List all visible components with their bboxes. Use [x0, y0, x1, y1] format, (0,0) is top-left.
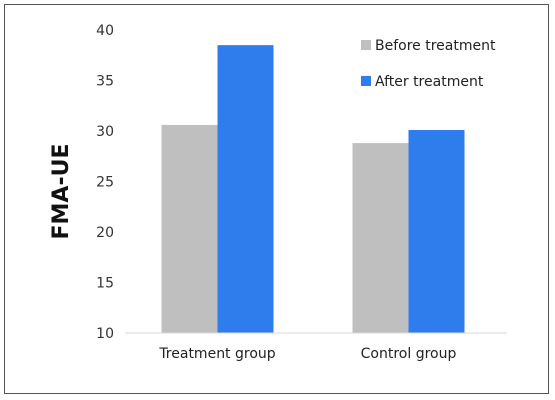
bars — [161, 45, 465, 334]
legend-label: Before treatment — [375, 38, 496, 54]
y-tick-label: 10 — [96, 326, 114, 342]
legend: Before treatment After treatment — [361, 38, 496, 90]
y-axis-label: FMA-UE — [49, 144, 74, 240]
y-tick-label: 15 — [96, 276, 114, 292]
legend-label: After treatment — [375, 74, 484, 90]
bar-after-treatment-treatment-group — [217, 45, 274, 334]
y-tick-label: 30 — [96, 124, 114, 140]
y-tick-label: 25 — [96, 175, 114, 191]
x-axis-categories: Treatment group Control group — [158, 346, 456, 362]
x-category-label: Treatment group — [158, 346, 275, 362]
x-category-label: Control group — [361, 346, 457, 362]
bar-before-treatment-control-group — [352, 143, 409, 333]
y-tick-label: 20 — [96, 225, 114, 241]
y-tick-label: 40 — [96, 23, 114, 39]
legend-swatch — [361, 40, 371, 50]
legend-swatch — [361, 76, 371, 86]
bar-after-treatment-control-group — [408, 129, 465, 333]
y-axis-ticks: 10 15 20 25 30 35 40 — [96, 23, 114, 342]
bar-before-treatment-treatment-group — [161, 124, 218, 333]
y-tick-label: 35 — [96, 74, 114, 90]
